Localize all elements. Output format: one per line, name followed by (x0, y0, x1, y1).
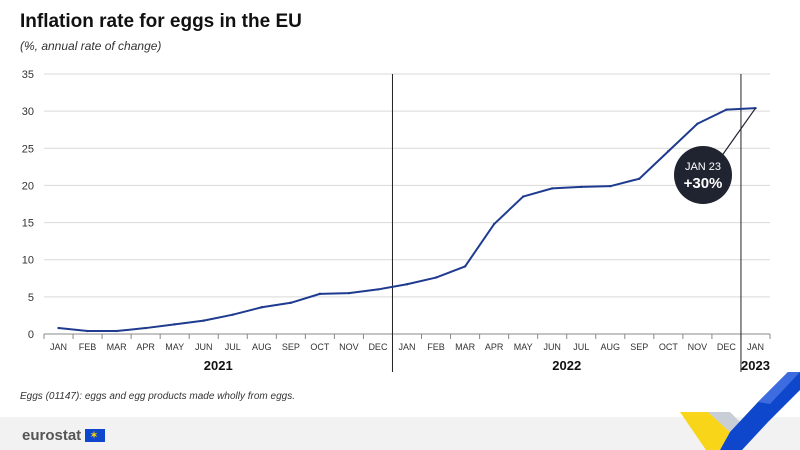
annotation-value: +30% (684, 175, 723, 192)
data-point (202, 319, 205, 322)
x-tick-label: MAR (107, 342, 128, 352)
footer-band (0, 417, 800, 450)
x-tick-label: APR (485, 342, 504, 352)
data-point (725, 108, 728, 111)
year-label: 2021 (204, 358, 233, 373)
x-tick-label: SEP (282, 342, 300, 352)
x-tick-label: FEB (79, 342, 97, 352)
year-label: 2022 (552, 358, 581, 373)
annotation-leader (720, 107, 756, 158)
x-tick-label: MAY (514, 342, 533, 352)
x-tick-label: DEC (368, 342, 388, 352)
data-point (667, 150, 670, 153)
x-tick-label: AUG (252, 342, 272, 352)
annotation-bubble: JAN 23 +30% (674, 146, 732, 204)
data-point (144, 326, 147, 330)
data-point (405, 283, 409, 286)
data-point (347, 291, 351, 295)
y-tick-label: 15 (22, 218, 34, 230)
data-point (463, 265, 467, 268)
data-point (115, 329, 118, 333)
x-tick-label: APR (136, 342, 155, 352)
x-tick-label: OCT (310, 342, 330, 352)
data-point (696, 122, 699, 125)
y-tick-label: 10 (22, 255, 34, 267)
x-tick-label: OCT (659, 342, 679, 352)
series-line (58, 107, 756, 333)
eurostat-logo: eurostat ✶ (22, 427, 106, 444)
x-tick-label: NOV (339, 342, 359, 352)
data-point (521, 195, 525, 198)
data-point (318, 292, 322, 296)
data-point (86, 329, 89, 333)
data-point (173, 323, 176, 326)
x-tick-label: NOV (688, 342, 708, 352)
annotation-circle (674, 146, 732, 204)
data-point (231, 313, 234, 316)
data-point (580, 185, 583, 189)
data-point (434, 276, 438, 279)
x-tick-label: MAR (455, 342, 476, 352)
x-tick-label: JUN (543, 342, 561, 352)
y-tick-label: 20 (22, 180, 34, 192)
x-tick-label: JAN (398, 342, 415, 352)
x-tick-label: JUN (195, 342, 213, 352)
eu-flag-icon: ✶ (85, 429, 106, 442)
data-point (492, 222, 496, 226)
footnote: Eggs (01147): eggs and egg products made… (20, 391, 295, 402)
y-tick-label: 25 (22, 143, 34, 155)
chart-subtitle: (%, annual rate of change) (20, 39, 162, 53)
eurostat-ribbon-decoration (680, 372, 800, 450)
x-tick-label: JUL (573, 342, 589, 352)
line-chart: 0 5 10 15 20 25 30 35 JAN FEB MAR APR MAY JUN JUL AUG SE… (22, 69, 771, 373)
logo-text: eurostat (22, 427, 82, 444)
x-tick-label: DEC (717, 342, 737, 352)
x-tick-label: JUL (225, 342, 241, 352)
data-point (376, 288, 380, 291)
year-label: 2023 (741, 358, 770, 373)
data-point (57, 326, 60, 330)
chart-title: Inflation rate for eggs in the EU (20, 11, 302, 32)
x-tick-label: SEP (630, 342, 648, 352)
y-tick-label: 5 (28, 292, 34, 304)
data-point (609, 184, 612, 188)
data-point (289, 301, 293, 304)
y-tick-label: 0 (28, 329, 34, 341)
data-point (260, 306, 263, 309)
x-tick-label: JAN (50, 342, 67, 352)
x-tick-label: JAN (747, 342, 764, 352)
annotation-date: JAN 23 (685, 161, 721, 173)
data-point (551, 187, 554, 190)
y-tick-label: 30 (22, 106, 34, 118)
x-tick-label: FEB (427, 342, 445, 352)
x-tick-label: AUG (601, 342, 621, 352)
y-tick-label: 35 (22, 69, 34, 81)
x-tick-label: MAY (165, 342, 184, 352)
data-point (638, 177, 641, 180)
